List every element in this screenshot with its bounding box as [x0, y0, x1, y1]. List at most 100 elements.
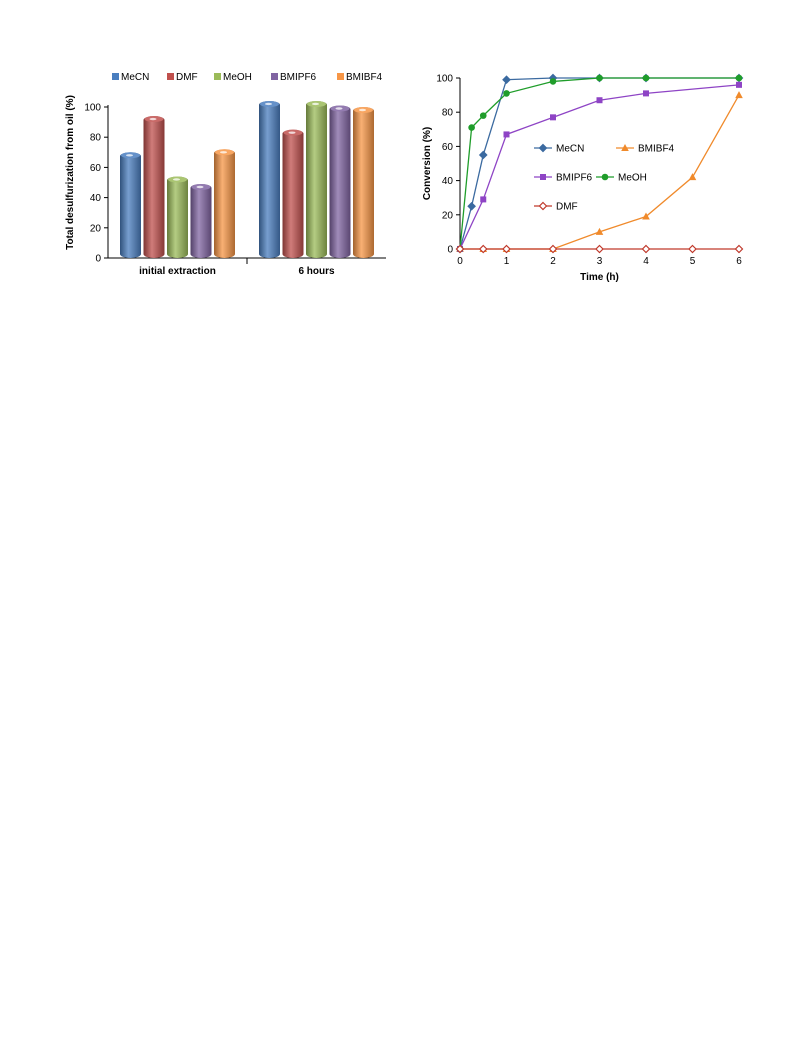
legend-item-DMF: DMF	[534, 202, 578, 213]
data-point	[736, 81, 742, 88]
data-point	[641, 244, 651, 254]
legend-swatch	[112, 73, 119, 80]
data-point	[549, 78, 557, 85]
y-tick-label: 100	[84, 103, 101, 114]
bar	[282, 129, 304, 258]
data-point	[621, 144, 629, 151]
data-point	[502, 75, 511, 85]
data-point	[478, 244, 488, 254]
legend-label: BMIBF4	[638, 144, 675, 155]
legend-item-MeCN: MeCN	[534, 144, 584, 155]
legend-label: BMIPF6	[556, 173, 593, 184]
series-line	[459, 84, 740, 250]
data-point	[688, 173, 697, 181]
data-point	[596, 97, 603, 104]
bar-BMIBF4-0	[214, 149, 235, 258]
y-tick-label: 40	[90, 193, 102, 204]
bar-chart: 0 20 40 60 80 100 Total desulfurization from o…	[65, 72, 386, 277]
x-tick-label: 6	[736, 256, 742, 267]
data-point	[734, 244, 744, 254]
data-point	[503, 90, 510, 97]
bar	[120, 152, 141, 258]
legend-item-MeOH: MeOH	[214, 72, 252, 83]
data-point	[595, 227, 604, 235]
bar-MeOH-1	[306, 100, 327, 259]
bar-highlight	[196, 185, 204, 189]
data-point	[479, 112, 487, 119]
bar	[214, 149, 235, 258]
data-point	[455, 244, 465, 254]
bar-DMF-1	[282, 129, 304, 258]
series-BMIBF4	[456, 91, 743, 252]
data-point	[550, 114, 556, 121]
bar-highlight	[220, 151, 227, 154]
bar-BMIPF6-0	[190, 184, 212, 258]
bar-highlight	[265, 102, 272, 106]
data-point	[548, 244, 558, 254]
data-point	[642, 74, 650, 82]
bar-highlight	[149, 117, 157, 121]
data-point	[503, 131, 510, 138]
legend-label: BMIPF6	[280, 72, 317, 83]
x-tick-label: 2	[550, 256, 556, 267]
legend-item-BMIBF4: BMIBF4	[337, 72, 383, 83]
data-point	[735, 74, 743, 82]
category-label: initial extraction	[139, 266, 216, 277]
series-DMF	[455, 244, 744, 254]
y-tick-label: 60	[90, 163, 102, 174]
series-line	[459, 77, 739, 250]
data-point	[538, 201, 548, 211]
y-tick-label: 0	[447, 245, 453, 256]
data-point	[538, 143, 548, 153]
legend-swatch	[214, 73, 221, 80]
y-tick-label: 20	[90, 223, 102, 234]
y-axis-title: Conversion (%)	[422, 127, 433, 200]
y-axis-title: Total desulfurization from oil (%)	[65, 95, 76, 250]
bar	[353, 107, 374, 258]
y-tick-label: 80	[442, 108, 454, 119]
data-point	[595, 244, 604, 254]
bar-highlight	[335, 107, 343, 110]
y-tick-label: 80	[90, 133, 102, 144]
x-tick-label: 4	[643, 256, 649, 267]
bar-MeCN-1	[259, 100, 280, 259]
y-tick-label: 100	[436, 74, 453, 85]
legend-label: DMF	[176, 72, 198, 83]
series-line	[459, 77, 739, 250]
data-point	[642, 212, 650, 220]
legend-item-BMIBF4: BMIBF4	[616, 144, 675, 155]
data-point	[468, 124, 475, 131]
legend-swatch	[167, 73, 174, 80]
x-tick-label: 1	[504, 256, 510, 267]
data-point	[467, 201, 476, 211]
category-label: 6 hours	[298, 266, 335, 277]
legend-label: BMIBF4	[346, 72, 383, 83]
legend-swatch	[271, 73, 278, 80]
data-point	[478, 150, 488, 160]
figure: 0 20 40 60 80 100 Total desulfurization from o…	[0, 0, 793, 300]
x-tick-label: 3	[597, 256, 603, 267]
data-point	[480, 196, 487, 203]
y-tick-label: 40	[442, 176, 454, 187]
legend-item-BMIPF6: BMIPF6	[534, 173, 593, 184]
legend-label: MeOH	[618, 173, 647, 184]
bar-highlight	[173, 178, 180, 181]
data-point	[601, 173, 609, 181]
data-point	[596, 74, 603, 82]
data-point	[502, 244, 511, 254]
bar-highlight	[312, 102, 319, 106]
bar-BMIPF6-1	[329, 105, 351, 259]
y-tick-label: 20	[442, 210, 454, 221]
x-tick-label: 5	[690, 256, 696, 267]
data-point	[643, 90, 649, 97]
bar-MeOH-0	[167, 176, 188, 258]
legend-item-DMF: DMF	[167, 72, 198, 83]
bar-BMIBF4-1	[353, 107, 374, 258]
bar	[167, 176, 188, 258]
legend-label: MeCN	[556, 144, 584, 155]
legend-item-MeOH: MeOH	[596, 173, 647, 184]
legend-label: DMF	[556, 202, 578, 213]
bar	[306, 100, 327, 259]
legend-label: MeCN	[121, 72, 149, 83]
legend-label: MeOH	[223, 72, 252, 83]
